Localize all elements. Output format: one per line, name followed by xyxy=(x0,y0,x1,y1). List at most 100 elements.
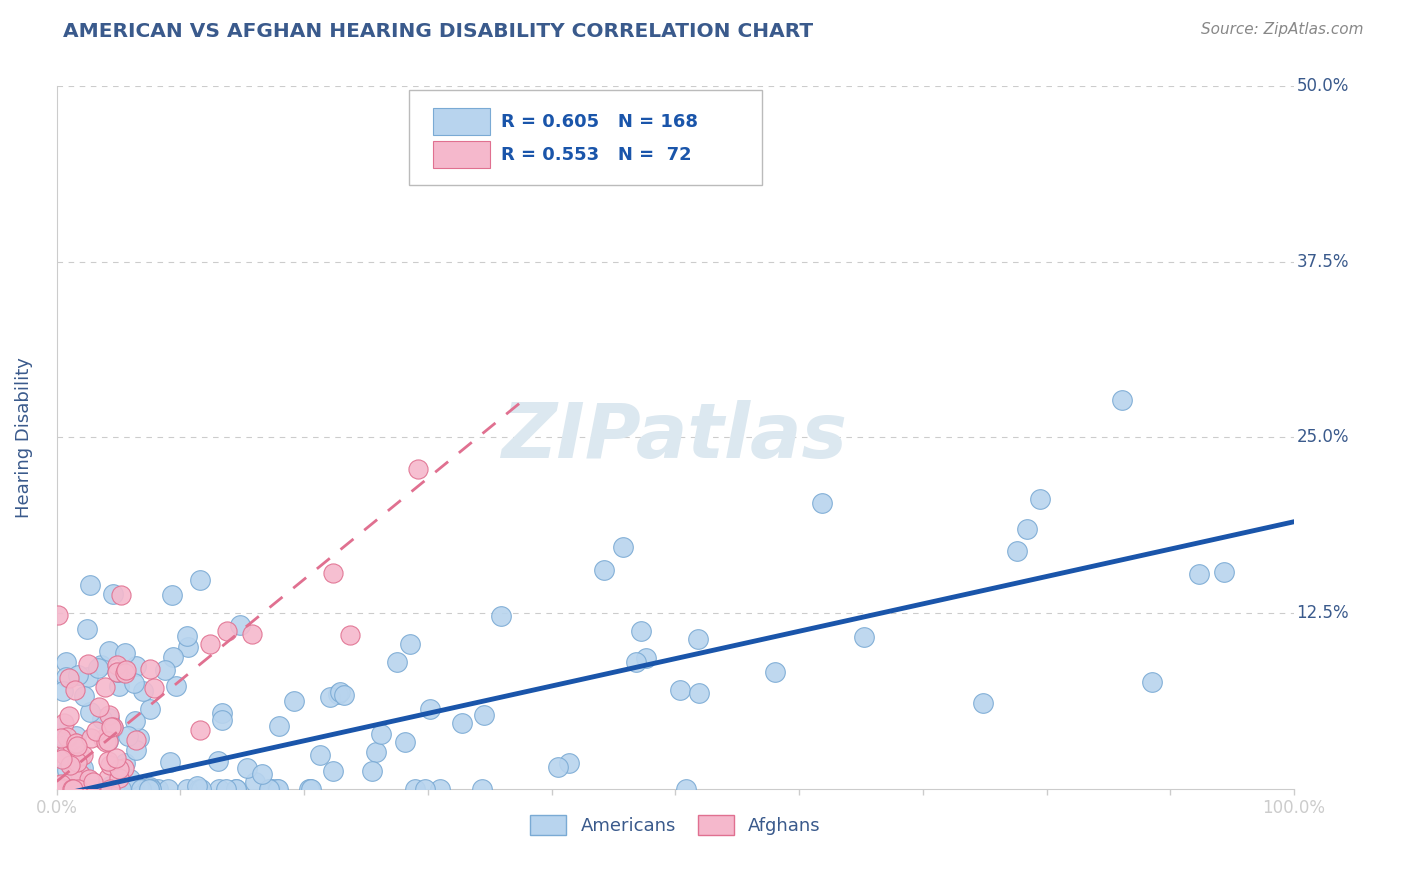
Point xyxy=(56,740,79,755)
Point xyxy=(128,781,150,796)
Point xyxy=(69,781,91,796)
Point xyxy=(110,588,132,602)
Point xyxy=(228,617,250,632)
Point xyxy=(65,781,87,796)
Point xyxy=(69,759,91,773)
Point xyxy=(142,681,165,695)
Point xyxy=(98,758,121,772)
Point xyxy=(69,766,91,780)
Point xyxy=(105,658,128,673)
Point xyxy=(83,781,105,796)
Point xyxy=(162,588,184,602)
Point xyxy=(70,781,93,796)
Point xyxy=(141,781,163,796)
Point xyxy=(675,781,697,796)
Point xyxy=(190,781,212,796)
Point xyxy=(110,781,132,796)
Point xyxy=(1213,565,1236,579)
Point xyxy=(557,756,579,770)
Point xyxy=(46,720,69,734)
Point xyxy=(82,775,104,789)
Point xyxy=(225,781,247,796)
FancyBboxPatch shape xyxy=(409,90,762,185)
Point xyxy=(125,732,148,747)
Legend: Americans, Afghans: Americans, Afghans xyxy=(523,807,828,843)
Point xyxy=(67,668,90,682)
Point xyxy=(139,662,162,676)
Point xyxy=(75,781,97,796)
Point xyxy=(72,761,94,775)
Point xyxy=(624,655,647,669)
Point xyxy=(612,540,634,554)
Point xyxy=(225,781,247,796)
Point xyxy=(100,780,122,794)
Point xyxy=(188,723,211,737)
Point xyxy=(103,781,125,796)
Point xyxy=(58,708,80,723)
Point xyxy=(298,781,321,796)
Point xyxy=(114,781,136,796)
Point xyxy=(48,781,70,796)
Point xyxy=(252,767,274,781)
Point xyxy=(318,690,340,704)
Point xyxy=(129,781,152,796)
Point xyxy=(53,781,76,796)
Point xyxy=(48,781,70,796)
Point xyxy=(59,757,82,772)
Point xyxy=(76,622,98,636)
Point xyxy=(105,751,128,765)
Point xyxy=(58,781,80,796)
Point xyxy=(46,781,69,796)
Point xyxy=(97,734,120,748)
Point xyxy=(49,781,72,796)
Point xyxy=(208,781,231,796)
Point xyxy=(138,780,160,794)
Point xyxy=(87,781,110,796)
Point xyxy=(148,781,170,796)
Point xyxy=(451,716,474,731)
Point xyxy=(53,747,76,762)
Point xyxy=(1140,674,1163,689)
Point xyxy=(159,756,181,770)
Point xyxy=(322,764,344,778)
Point xyxy=(186,779,208,793)
Point xyxy=(60,781,83,796)
Point xyxy=(298,781,321,796)
Point xyxy=(118,772,141,787)
Text: R = 0.605   N = 168: R = 0.605 N = 168 xyxy=(501,112,697,130)
Point xyxy=(55,781,77,796)
Point xyxy=(91,781,114,796)
Point xyxy=(129,781,152,796)
Point xyxy=(66,739,89,753)
Point xyxy=(62,769,84,783)
Point xyxy=(125,659,148,673)
Point xyxy=(76,781,98,796)
Point xyxy=(66,781,89,796)
Point xyxy=(429,781,451,796)
Point xyxy=(48,781,70,796)
Point xyxy=(55,781,77,796)
Point xyxy=(60,781,83,796)
Point xyxy=(53,781,76,796)
Point xyxy=(333,689,356,703)
Point xyxy=(122,781,145,796)
Point xyxy=(100,781,122,796)
Point xyxy=(60,739,83,753)
Point xyxy=(115,664,138,678)
Point xyxy=(630,624,652,639)
Point xyxy=(52,781,75,796)
Point xyxy=(90,712,112,726)
Point xyxy=(593,563,616,577)
Point xyxy=(67,781,90,796)
Point xyxy=(165,679,187,693)
Point xyxy=(49,781,72,796)
Point xyxy=(97,644,120,658)
Text: 50.0%: 50.0% xyxy=(1296,78,1348,95)
Point xyxy=(472,707,495,722)
Point xyxy=(128,731,150,745)
Point xyxy=(108,679,131,693)
Point xyxy=(634,651,657,665)
Text: R = 0.553   N =  72: R = 0.553 N = 72 xyxy=(501,145,692,163)
Point xyxy=(262,781,284,796)
Point xyxy=(177,640,200,655)
